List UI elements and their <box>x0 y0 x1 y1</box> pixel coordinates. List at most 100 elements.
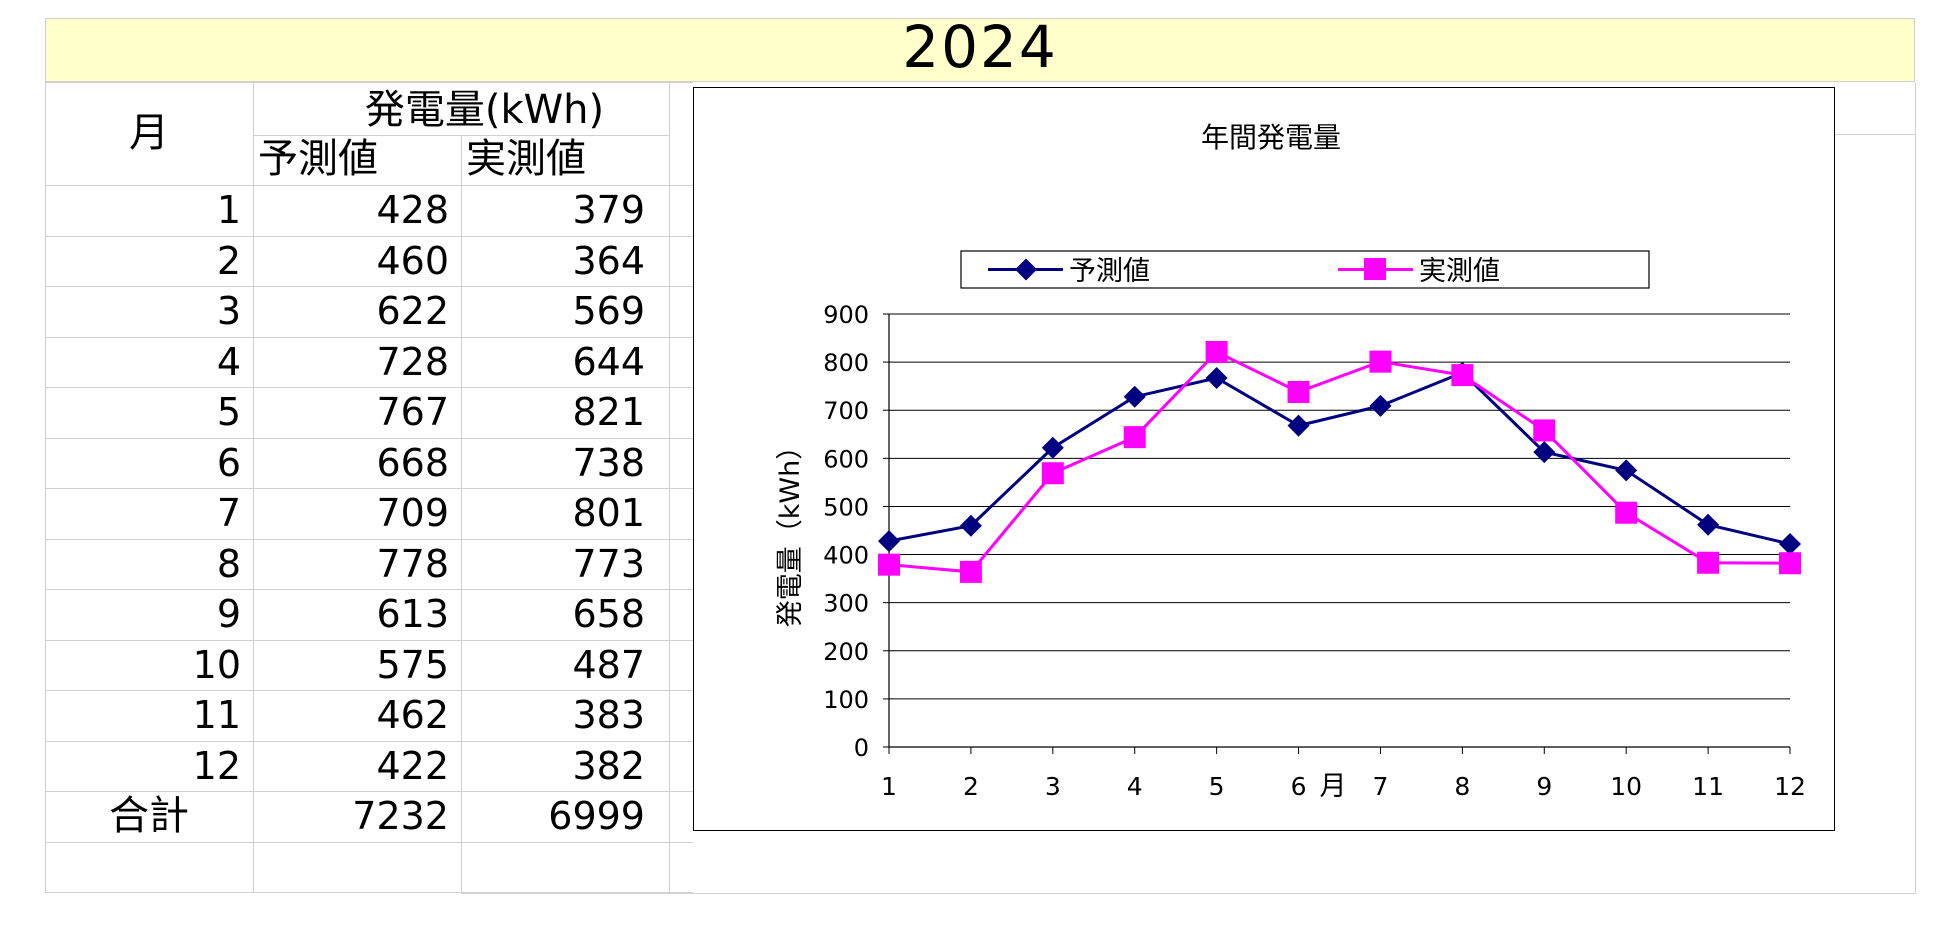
actual-point[interactable] <box>1287 380 1310 403</box>
forecast-point[interactable] <box>1205 366 1228 389</box>
forecast-cell[interactable]: 622 <box>376 289 449 333</box>
actual-point[interactable] <box>1533 419 1556 442</box>
grid-line-h <box>45 185 693 186</box>
actual-point[interactable] <box>1123 426 1146 449</box>
grid-line-h <box>45 892 693 893</box>
actual-point[interactable] <box>878 553 900 576</box>
month-cell[interactable]: 4 <box>216 340 241 384</box>
x-tick-label: 11 <box>1692 772 1724 801</box>
forecast-cell[interactable]: 778 <box>376 542 449 586</box>
legend-label-forecast: 予測値 <box>1069 256 1150 287</box>
grid-line-h <box>45 286 693 287</box>
total-forecast-cell[interactable]: 7232 <box>352 794 449 838</box>
y-tick-label: 100 <box>823 686 869 714</box>
forecast-point[interactable] <box>1041 436 1064 459</box>
actual-point[interactable] <box>959 560 982 583</box>
month-cell[interactable]: 12 <box>192 744 241 788</box>
chart-frame[interactable] <box>693 87 1835 831</box>
actual-point[interactable] <box>1451 364 1474 387</box>
month-cell[interactable]: 8 <box>216 542 241 586</box>
month-cell[interactable]: 7 <box>216 491 241 535</box>
actual-cell[interactable]: 658 <box>572 592 645 636</box>
grid-line-h <box>253 135 669 136</box>
month-cell[interactable]: 1 <box>216 188 241 232</box>
month-header[interactable]: 月 <box>129 110 169 156</box>
forecast-point[interactable] <box>1779 532 1801 555</box>
grid-line-h <box>461 893 1916 894</box>
actual-point[interactable] <box>1369 350 1392 373</box>
forecast-cell[interactable]: 428 <box>376 188 449 232</box>
series-line-forecast <box>888 370 1791 546</box>
actual-cell[interactable]: 738 <box>572 441 645 485</box>
x-tick-label: 10 <box>1610 772 1642 801</box>
actual-cell[interactable]: 364 <box>572 239 645 283</box>
grid-line-v <box>669 82 670 893</box>
actual-cell[interactable]: 383 <box>572 693 645 737</box>
actual-cell[interactable]: 773 <box>572 542 645 586</box>
forecast-cell[interactable]: 613 <box>376 592 449 636</box>
x-tick-label: 9 <box>1536 772 1552 801</box>
grid-line-v <box>461 135 462 893</box>
grid-line-v <box>1915 82 1916 893</box>
forecast-point[interactable] <box>1615 459 1638 482</box>
forecast-cell[interactable]: 767 <box>376 390 449 434</box>
grid-line-h <box>45 741 693 742</box>
month-cell[interactable]: 10 <box>192 643 241 687</box>
grid-line-h <box>45 488 693 489</box>
actual-cell[interactable]: 569 <box>572 289 645 333</box>
actual-cell[interactable]: 487 <box>572 643 645 687</box>
actual-cell[interactable]: 379 <box>572 188 645 232</box>
x-tick-label: 3 <box>1045 772 1061 801</box>
month-cell[interactable]: 6 <box>216 441 241 485</box>
month-cell[interactable]: 3 <box>216 289 241 333</box>
grid-line-h <box>45 640 693 641</box>
forecast-header[interactable]: 予測値 <box>258 136 378 182</box>
forecast-point[interactable] <box>1287 414 1310 437</box>
total-label[interactable]: 合計 <box>109 793 189 839</box>
actual-cell[interactable]: 382 <box>572 744 645 788</box>
actual-cell[interactable]: 821 <box>572 390 645 434</box>
x-axis-title: 月 <box>1320 771 1347 802</box>
month-cell[interactable]: 9 <box>216 592 241 636</box>
x-tick-label: 8 <box>1454 772 1470 801</box>
grid-line-h <box>1835 134 1915 135</box>
actual-header[interactable]: 実測値 <box>466 136 586 182</box>
actual-point[interactable] <box>1779 552 1801 575</box>
x-tick-label: 2 <box>963 772 979 801</box>
grid-line-h <box>45 438 693 439</box>
grid-line-h <box>45 337 693 338</box>
month-cell[interactable]: 11 <box>192 693 241 737</box>
actual-point[interactable] <box>1615 501 1638 524</box>
x-tick-label: 5 <box>1209 772 1225 801</box>
total-actual-cell[interactable]: 6999 <box>548 794 645 838</box>
forecast-point[interactable] <box>878 530 900 553</box>
legend-label-actual: 実測値 <box>1419 256 1500 287</box>
actual-point[interactable] <box>1697 551 1720 574</box>
month-cell[interactable]: 2 <box>216 239 241 283</box>
forecast-point[interactable] <box>1533 441 1556 464</box>
grid-line-v <box>253 82 254 893</box>
forecast-point[interactable] <box>1369 394 1392 417</box>
forecast-cell[interactable]: 709 <box>376 491 449 535</box>
actual-point[interactable] <box>1205 341 1228 364</box>
forecast-point[interactable] <box>1697 513 1720 536</box>
y-tick-label: 800 <box>823 349 869 377</box>
generation-header[interactable]: 発電量(kWh) <box>364 87 605 133</box>
forecast-cell[interactable]: 460 <box>376 239 449 283</box>
forecast-cell[interactable]: 462 <box>376 693 449 737</box>
title-band[interactable] <box>45 18 1915 82</box>
month-cell[interactable]: 5 <box>216 390 241 434</box>
forecast-cell[interactable]: 422 <box>376 744 449 788</box>
actual-cell[interactable]: 644 <box>572 340 645 384</box>
actual-point[interactable] <box>1041 462 1064 485</box>
forecast-cell[interactable]: 575 <box>376 643 449 687</box>
forecast-point[interactable] <box>1123 385 1146 408</box>
x-tick-label: 12 <box>1774 772 1806 801</box>
forecast-point[interactable] <box>959 514 982 537</box>
actual-cell[interactable]: 801 <box>572 491 645 535</box>
forecast-cell[interactable]: 728 <box>376 340 449 384</box>
forecast-cell[interactable]: 668 <box>376 441 449 485</box>
grid-line-h <box>45 82 693 83</box>
